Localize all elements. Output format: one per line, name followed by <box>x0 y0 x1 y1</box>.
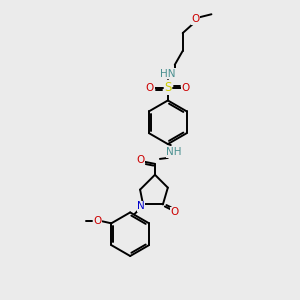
Text: HN: HN <box>160 69 176 79</box>
Text: O: O <box>191 14 200 24</box>
Text: O: O <box>136 155 144 165</box>
Text: O: O <box>182 82 190 93</box>
Text: O: O <box>146 82 154 93</box>
Text: N: N <box>137 202 145 212</box>
Text: O: O <box>171 207 179 218</box>
Text: NH: NH <box>166 147 182 157</box>
Text: O: O <box>93 216 102 226</box>
Text: S: S <box>164 81 172 94</box>
